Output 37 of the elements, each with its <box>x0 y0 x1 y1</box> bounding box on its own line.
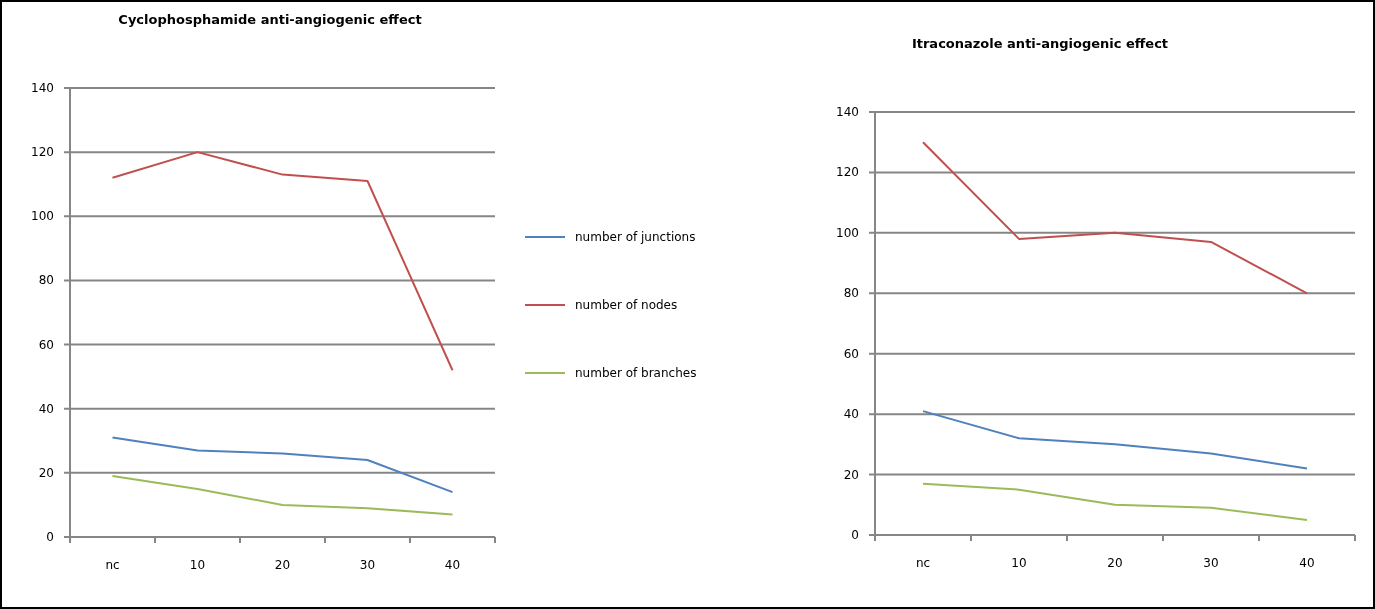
y-tick-label: 20 <box>38 465 54 480</box>
x-tick-label: 20 <box>1107 556 1123 570</box>
x-tick-label: 40 <box>444 558 461 572</box>
y-tick-label: 40 <box>843 407 859 422</box>
y-tick-label: 20 <box>843 467 859 482</box>
y-tick-label: 60 <box>843 346 859 361</box>
x-tick-label: 30 <box>359 558 376 572</box>
x-tick-label: nc <box>915 556 931 570</box>
x-tick-label: 40 <box>1299 556 1315 570</box>
y-tick-label: 0 <box>46 530 54 544</box>
y-tick-label: 60 <box>38 337 54 352</box>
y-tick-label: 100 <box>836 225 859 240</box>
y-tick-label: 140 <box>31 81 54 95</box>
y-tick-label: 120 <box>836 165 859 180</box>
legend-label: number of branches <box>575 366 697 380</box>
y-tick-label: 40 <box>38 401 54 416</box>
legend-label: number of junctions <box>575 230 696 244</box>
x-tick-label: nc <box>105 558 120 572</box>
x-tick-label: 10 <box>1011 556 1027 570</box>
y-tick-label: 140 <box>836 105 859 119</box>
line-series <box>111 151 454 372</box>
line-series <box>922 482 1308 521</box>
y-tick-label: 80 <box>38 273 54 288</box>
legend-label: number of nodes <box>575 298 678 312</box>
line-series <box>922 410 1308 470</box>
x-tick-label: 20 <box>274 558 291 572</box>
line-series <box>922 141 1308 295</box>
y-tick-label: 100 <box>31 209 54 224</box>
y-tick-label: 120 <box>31 145 54 160</box>
y-tick-label: 80 <box>843 286 859 301</box>
x-tick-label: 10 <box>189 558 206 572</box>
chart-title: Cyclophosphamide anti-angiogenic effect <box>118 12 422 27</box>
line-series <box>111 475 454 516</box>
x-tick-label: 30 <box>1203 556 1219 570</box>
line-series <box>111 436 454 494</box>
chart-title: Itraconazole anti-angiogenic effect <box>911 36 1169 51</box>
y-tick-label: 0 <box>851 528 859 542</box>
